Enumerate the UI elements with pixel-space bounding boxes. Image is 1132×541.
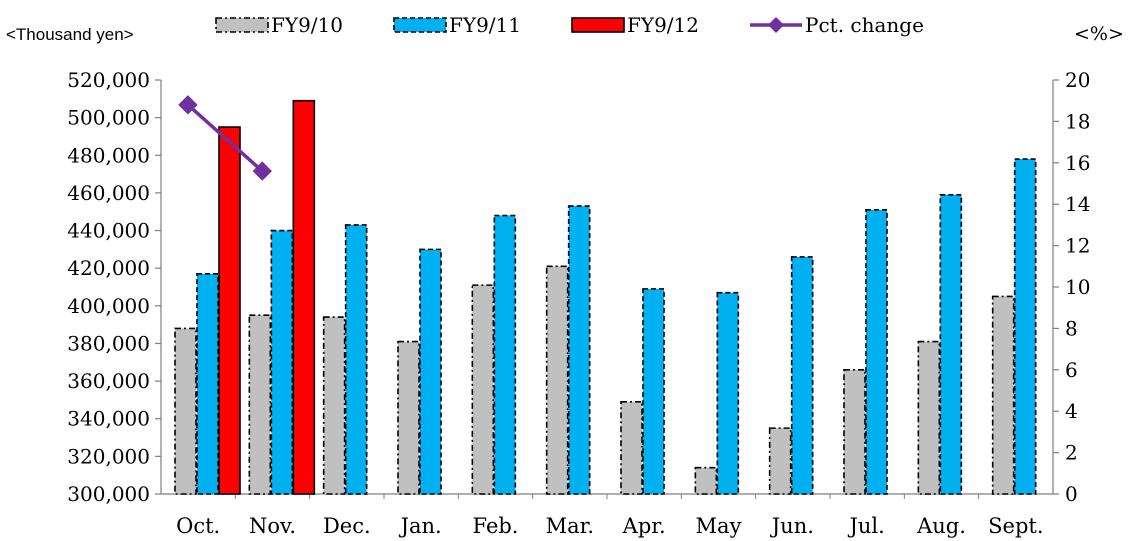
bar-fy911	[865, 209, 888, 495]
bar-fy911	[716, 291, 740, 495]
bar-fy911	[196, 273, 219, 495]
bar-fy910	[694, 466, 718, 495]
y-tick-label: 420,000	[67, 256, 150, 280]
bar-fy910	[174, 327, 197, 495]
legend-swatch	[215, 17, 269, 33]
line-marker	[178, 95, 198, 115]
x-tick-label: Oct.	[176, 514, 220, 538]
legend-label: Pct. change	[805, 13, 924, 37]
bar-fy910	[768, 427, 792, 495]
bar-fy911	[567, 205, 591, 495]
y2-tick-label: 18	[1065, 109, 1090, 133]
line-pct-change	[186, 103, 264, 173]
x-tick-label: Nov.	[249, 514, 296, 538]
x-tick-label: Feb.	[473, 514, 519, 538]
y2-tick-label: 2	[1065, 441, 1078, 465]
bar-fy912	[292, 99, 316, 495]
y-tick-label: 480,000	[67, 143, 150, 167]
y2-tick-label: 0	[1065, 482, 1078, 506]
y-tick-label: 360,000	[67, 369, 150, 393]
bar-fy910	[620, 400, 643, 495]
x-tick-label: Dec.	[323, 514, 371, 538]
bar-fy910	[248, 314, 272, 495]
y2-tick-label: 14	[1065, 192, 1090, 216]
y-tick-label: 460,000	[67, 181, 150, 205]
legend: FY9/10 FY9/11 FY9/12 Pct. change	[215, 13, 924, 37]
bar-fy911	[790, 256, 814, 495]
bar-fy910	[843, 368, 866, 495]
legend-swatch	[571, 17, 625, 33]
y2-axis-unit-label: <%>	[1074, 23, 1124, 45]
y-tick-label: 320,000	[67, 444, 150, 468]
bar-fy911	[642, 288, 665, 495]
bar-fy912	[218, 126, 241, 495]
bar-fy910	[991, 295, 1015, 495]
y2-tick-label: 16	[1065, 151, 1090, 175]
y-tick-label: 300,000	[67, 482, 150, 506]
x-tick-label: Jan.	[399, 514, 442, 538]
bar-fy910	[545, 265, 569, 495]
y-axis-unit-label: <Thousand yen>	[6, 25, 134, 44]
legend-marker	[768, 17, 784, 33]
x-tick-label: Apr.	[622, 514, 666, 538]
legend-label: FY9/12	[627, 13, 699, 37]
x-tick-label: Jun.	[770, 514, 814, 538]
y-tick-label: 340,000	[67, 407, 150, 431]
x-tick-label: Sept.	[988, 514, 1043, 538]
bar-fy910	[917, 340, 941, 495]
y-tick-label: 380,000	[67, 331, 150, 355]
y-tick-label: 520,000	[67, 68, 150, 92]
legend-swatch	[393, 17, 447, 33]
line-marker	[252, 161, 272, 181]
x-tick-label: Jul.	[847, 514, 884, 538]
plot-area: 300,000 320,000 340,000 360,000 380,000 400,0…	[67, 68, 1090, 538]
legend-label: FY9/11	[449, 13, 521, 37]
y2-tick-label: 20	[1065, 68, 1090, 92]
bar-fy911	[1013, 158, 1037, 495]
bar-fy911	[270, 229, 294, 495]
bar-fy910	[471, 284, 495, 495]
y-tick-label: 400,000	[67, 294, 150, 318]
bar-fy911	[344, 224, 368, 495]
bar-fy911	[493, 214, 517, 495]
x-tick-label: Mar.	[546, 514, 594, 538]
y-tick-label: 500,000	[67, 106, 150, 130]
bar-fy911	[419, 248, 442, 495]
y2-tick-label: 4	[1065, 399, 1078, 423]
y2-tick-label: 10	[1065, 275, 1090, 299]
legend-label: FY9/10	[271, 13, 343, 37]
y2-tick-label: 6	[1065, 358, 1078, 382]
y2-tick-label: 8	[1065, 316, 1078, 340]
x-tick-label: Aug.	[916, 514, 966, 538]
bar-fy911	[939, 193, 963, 495]
y2-tick-label: 12	[1065, 234, 1090, 258]
bar-fy910	[397, 340, 420, 495]
bar-fy910	[322, 316, 346, 495]
y-tick-label: 440,000	[67, 219, 150, 243]
x-tick-label: May	[696, 514, 742, 538]
